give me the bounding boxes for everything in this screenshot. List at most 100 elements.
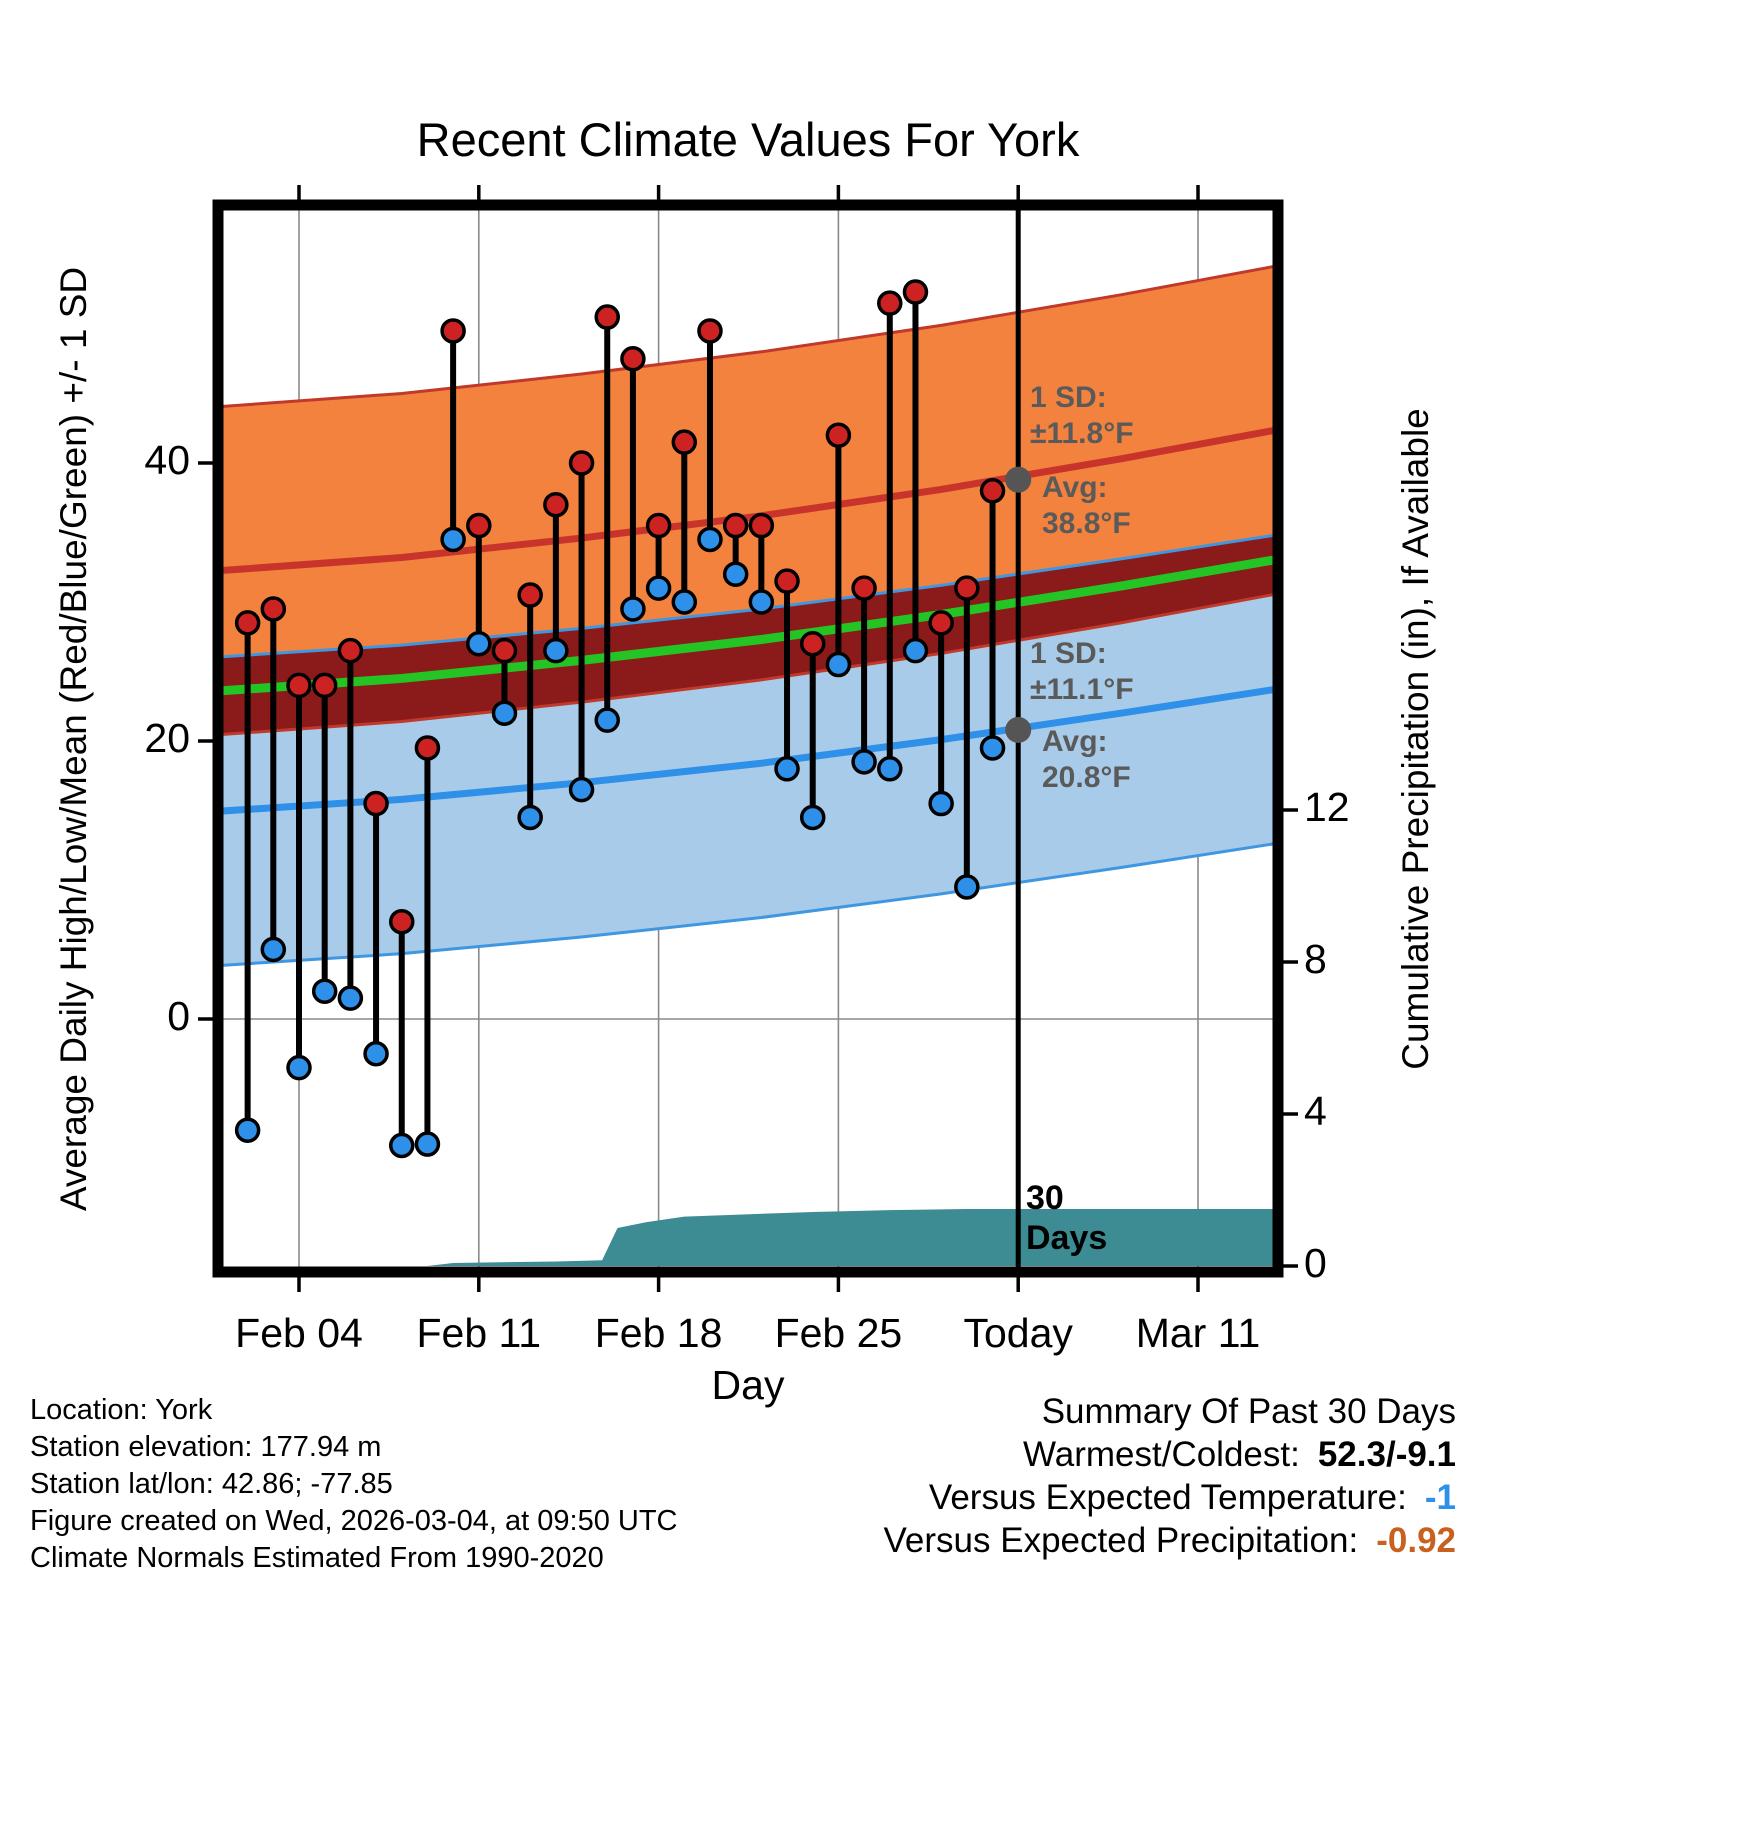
- low-dot: [825, 651, 852, 678]
- summary-label: Versus Expected Precipitation:: [883, 1521, 1359, 1560]
- low-avg-label: Avg:: [1042, 725, 1108, 758]
- figure-created: Figure created on Wed, 2026-03-04, at 09…: [30, 1505, 678, 1537]
- high-dot: [954, 575, 980, 601]
- avg-high-marker: [1005, 466, 1032, 493]
- high-dot: [388, 908, 415, 935]
- low-dot: [928, 790, 954, 817]
- low-avg-value: 20.8°F: [1042, 761, 1131, 794]
- mean-line: [218, 554, 1278, 696]
- high-dot: [594, 304, 620, 330]
- summary-value: -0.92: [1376, 1521, 1456, 1560]
- high-dot: [877, 290, 903, 316]
- low-dot: [954, 874, 980, 900]
- high-dot: [979, 478, 1006, 504]
- high-sd-annotation: 1 SD: ±11.8°F: [1030, 380, 1134, 452]
- low-dot: [543, 637, 569, 664]
- low-avg-annotation: Avg: 20.8°F: [1042, 724, 1131, 796]
- right-tick-label: 12: [1304, 784, 1350, 830]
- avg-low-line: [218, 685, 1278, 815]
- daily-stems: [244, 292, 996, 1146]
- high-dot: [825, 422, 852, 448]
- high-dot: [337, 637, 364, 664]
- low-dot: [286, 1054, 312, 1081]
- right-axis-label: Cumulative Precipitation (in), If Availa…: [1395, 408, 1436, 1070]
- high-avg-label: Avg:: [1042, 471, 1108, 504]
- station-elevation: Station elevation: 177.94 m: [30, 1431, 382, 1463]
- high-dot: [491, 637, 518, 664]
- right-tick-label: 4: [1304, 1088, 1327, 1134]
- x-tick-label: Feb 04: [235, 1310, 363, 1356]
- high-dot: [851, 575, 877, 601]
- low-dot: [440, 526, 466, 553]
- low-dot: [388, 1132, 415, 1159]
- left-tick-label: 40: [144, 437, 190, 483]
- high-sd-value: ±11.8°F: [1030, 417, 1134, 450]
- high-avg-value: 38.8°F: [1042, 507, 1131, 540]
- days-window-label: 30 Days: [1026, 1179, 1108, 1257]
- overlap-band: [218, 534, 1278, 735]
- station-info: Location: York Station elevation: 177.94…: [30, 1392, 678, 1577]
- low-dot: [799, 804, 826, 831]
- summary-title: Summary Of Past 30 Days: [1041, 1392, 1456, 1431]
- low-dot: [466, 630, 492, 657]
- low-dot: [311, 978, 338, 1004]
- low-dot: [877, 756, 903, 782]
- left-tick-label: 0: [167, 993, 190, 1039]
- low-sd-label: 1 SD:: [1030, 637, 1107, 670]
- high-dot: [774, 568, 800, 594]
- low-dot: [491, 700, 518, 726]
- high-dot: [363, 790, 389, 817]
- plot-border: [212, 199, 1284, 1278]
- high-dot: [543, 491, 569, 518]
- high-dot: [414, 735, 441, 761]
- low-dot: [568, 776, 595, 803]
- low-dot: [363, 1041, 389, 1067]
- high-dot: [286, 672, 312, 699]
- low-dot: [671, 589, 698, 615]
- summary-label: Versus Expected Temperature:: [928, 1478, 1407, 1517]
- normals-source: Climate Normals Estimated From 1990-2020: [30, 1542, 604, 1574]
- high-dot: [928, 610, 954, 636]
- low-dot: [260, 936, 287, 963]
- high-dot: [645, 512, 672, 539]
- left-tick-label: 20: [144, 715, 190, 761]
- station-location: Location: York: [30, 1394, 213, 1426]
- summary-value: 52.3/-9.1: [1317, 1435, 1456, 1474]
- x-axis-label: Day: [711, 1362, 785, 1408]
- high-dot: [620, 346, 646, 372]
- high-dot: [466, 512, 492, 539]
- low-dot: [902, 637, 929, 664]
- x-tick-label: Today: [963, 1310, 1073, 1356]
- low-dot: [979, 735, 1006, 761]
- summary-value: -1: [1424, 1478, 1456, 1517]
- low-sd-annotation: 1 SD: ±11.1°F: [1030, 636, 1134, 708]
- station-latlon: Station lat/lon: 42.86; -77.85: [30, 1468, 393, 1500]
- high-dot: [517, 582, 543, 608]
- high-dot: [671, 429, 698, 455]
- low-dot: [645, 575, 672, 601]
- high-avg-annotation: Avg: 38.8°F: [1042, 470, 1131, 542]
- x-tick-label: Feb 18: [594, 1310, 723, 1356]
- low-dot: [774, 756, 800, 782]
- low-dot: [722, 561, 749, 587]
- avg-low-marker: [1005, 716, 1032, 743]
- high-dot: [260, 596, 287, 622]
- low-dot: [517, 804, 543, 831]
- low-sd-value: ±11.1°F: [1030, 673, 1134, 706]
- chart-title: Recent Climate Values For York: [416, 113, 1080, 166]
- low-dot: [620, 596, 646, 622]
- plot-area: [218, 205, 1278, 1272]
- high-dot: [697, 318, 723, 344]
- x-tick-label: Mar 11: [1135, 1310, 1261, 1356]
- right-tick-label: 8: [1304, 936, 1327, 982]
- low-dot: [337, 985, 364, 1011]
- high-dot: [902, 279, 929, 305]
- x-tick-label: Feb 25: [774, 1310, 903, 1356]
- summary-panel: Summary Of Past 30 Days Warmest/Coldest:…: [884, 1390, 1457, 1562]
- high-dot: [311, 672, 338, 699]
- high-dot: [440, 318, 466, 344]
- high-dot: [799, 630, 826, 657]
- precip-area: [427, 1209, 1278, 1266]
